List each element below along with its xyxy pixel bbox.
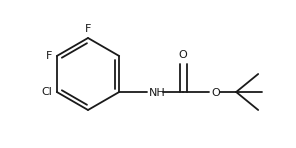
Text: O: O [179, 50, 188, 60]
Text: F: F [46, 51, 52, 61]
Text: F: F [85, 24, 91, 34]
Text: NH: NH [149, 88, 166, 98]
Text: Cl: Cl [41, 87, 52, 97]
Text: O: O [211, 88, 220, 98]
